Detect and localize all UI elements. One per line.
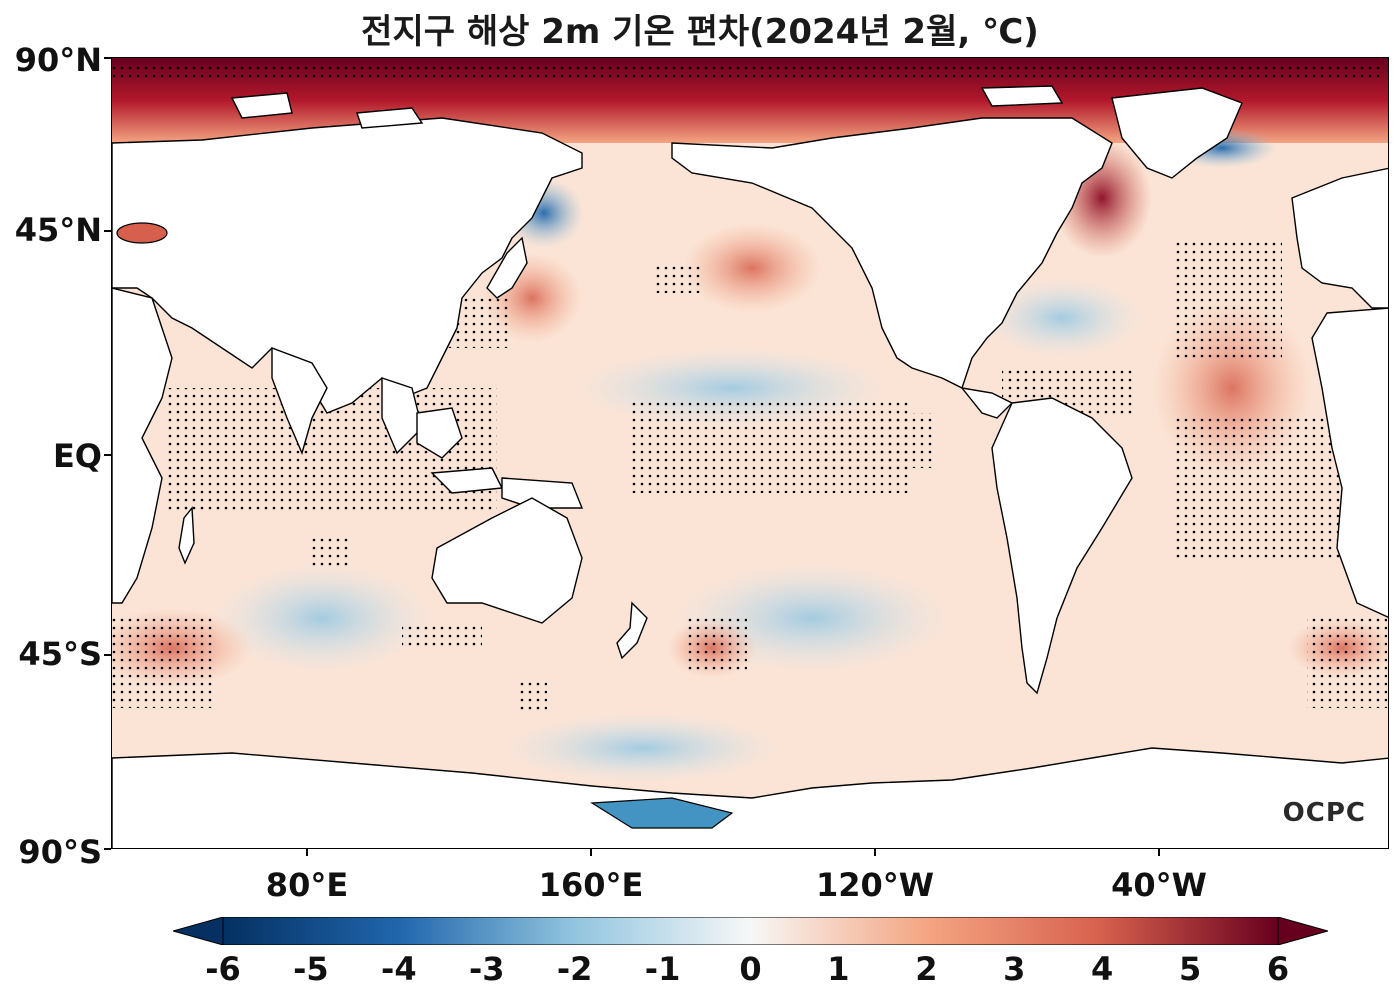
colorbar-tick-label: 2 xyxy=(915,950,938,988)
lon-tick xyxy=(874,849,876,856)
colorbar-tick-label: -2 xyxy=(556,950,593,988)
lon-label-120w: 120°W xyxy=(815,866,935,904)
cool-anomaly-indian-ocean xyxy=(212,563,432,673)
lon-tick xyxy=(590,849,592,856)
cool-anomaly-southern-ocean xyxy=(502,713,782,783)
black-sea xyxy=(116,222,168,244)
lat-label-45s: 45°S xyxy=(18,635,102,673)
land-masses xyxy=(112,85,1388,848)
colorbar-tick-label: 3 xyxy=(1003,950,1026,988)
anomaly-map-svg xyxy=(112,58,1388,848)
colorbar-max-extend xyxy=(1277,916,1330,946)
warm-anomaly-north-pacific xyxy=(682,223,822,313)
colorbar-tick-label: -5 xyxy=(293,950,329,988)
lat-tick xyxy=(104,230,111,232)
map-title: 전지구 해상 2m 기온 편차(2024년 2월, ℃) xyxy=(361,12,1039,52)
colorbar xyxy=(171,916,1330,946)
colorbar-tick-label: 5 xyxy=(1178,950,1202,988)
colorbar-svg xyxy=(171,916,1330,946)
ross-sea xyxy=(590,797,734,829)
lon-label-160e: 160°E xyxy=(538,866,644,904)
colorbar-tick-label: 6 xyxy=(1266,950,1290,988)
lat-tick xyxy=(104,454,111,456)
lon-label-40w: 40°W xyxy=(1111,866,1207,904)
colorbar-tick-label: -6 xyxy=(205,950,241,988)
lat-label-90s: 90°S xyxy=(18,833,102,871)
lat-tick xyxy=(104,848,111,850)
lat-tick xyxy=(104,654,111,656)
lon-tick xyxy=(1158,849,1160,856)
ocpc-logo: OCPC xyxy=(1282,798,1366,828)
lat-tick xyxy=(104,57,111,59)
lat-label-90n: 90°N xyxy=(14,41,102,79)
colorbar-tick-label: -4 xyxy=(381,950,417,988)
colorbar-gradient xyxy=(222,916,1279,946)
lon-tick xyxy=(306,849,308,856)
colorbar-tick-label: -3 xyxy=(468,950,505,988)
cool-anomaly-east-pacific xyxy=(982,278,1142,358)
colorbar-tick-label: 4 xyxy=(1091,950,1114,988)
colorbar-tick-label: 0 xyxy=(739,950,762,988)
lat-label-45n: 45°N xyxy=(14,211,102,249)
lon-label-80e: 80°E xyxy=(265,866,349,904)
colorbar-tick-label: -1 xyxy=(644,950,681,988)
anomaly-map: OCPC xyxy=(111,57,1389,849)
colorbar-tick-label: 1 xyxy=(827,950,850,988)
colorbar-min-extend xyxy=(171,916,224,946)
lat-label-eq: EQ xyxy=(52,437,102,475)
